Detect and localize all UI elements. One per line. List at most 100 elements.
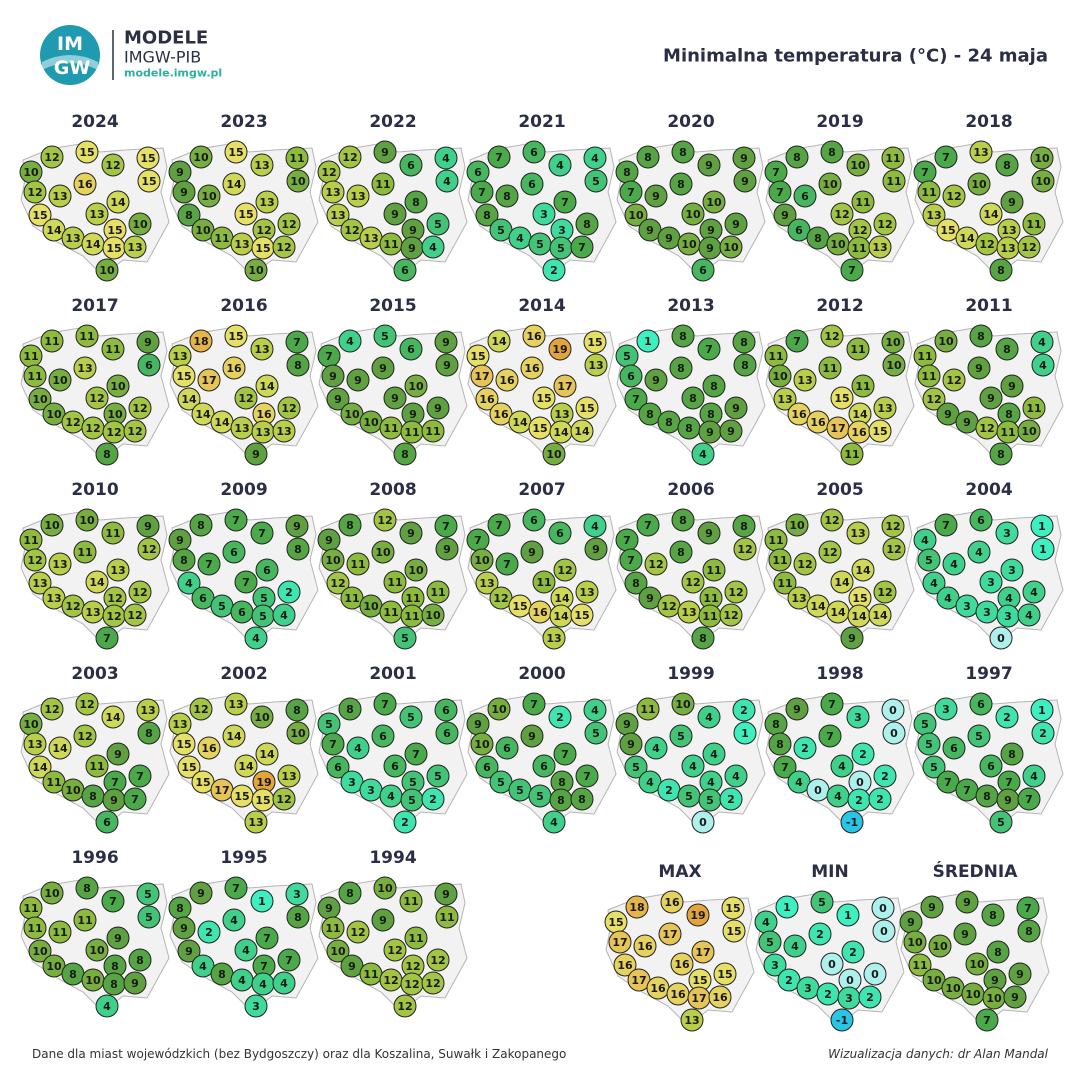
footer-credit: Wizualizacja danych: dr Alan Mandal xyxy=(828,1047,1049,1061)
city-value: 14 xyxy=(195,408,211,421)
city-marker xyxy=(702,558,726,582)
city-value: 12 xyxy=(256,224,271,237)
city-value: 13 xyxy=(850,527,865,540)
map-label: 2020 xyxy=(667,112,714,132)
city-marker xyxy=(75,140,99,164)
city-value: 13 xyxy=(248,816,263,829)
city-marker xyxy=(321,364,345,388)
city-value: 14 xyxy=(85,238,101,251)
city-marker xyxy=(234,938,258,962)
city-value: 6 xyxy=(950,742,958,755)
city-marker xyxy=(608,930,632,954)
city-value: 6 xyxy=(407,159,415,172)
city-marker xyxy=(224,324,248,348)
map-label: 2000 xyxy=(518,664,565,684)
city-value: 14 xyxy=(259,380,275,393)
city-marker xyxy=(85,754,109,778)
city-marker xyxy=(981,903,1005,927)
city-value: 16 xyxy=(256,408,272,421)
city-marker xyxy=(435,721,459,745)
city-value: 4 xyxy=(280,977,288,990)
city-value: 8 xyxy=(145,727,153,740)
city-value: 9 xyxy=(197,887,205,900)
city-value: 15 xyxy=(32,209,47,222)
city-value: 6 xyxy=(401,264,409,277)
city-value: 12 xyxy=(946,374,961,387)
city-value: 4 xyxy=(556,159,564,172)
city-marker xyxy=(846,705,870,729)
city-marker xyxy=(868,603,892,627)
city-value: 12 xyxy=(834,208,849,221)
city-value: 7 xyxy=(381,698,389,711)
city-marker xyxy=(128,764,152,788)
city-marker xyxy=(548,521,572,545)
city-value: 14 xyxy=(852,408,868,421)
city-marker xyxy=(532,202,556,226)
logo-wave xyxy=(42,55,98,70)
city-marker xyxy=(732,514,756,538)
city-marker xyxy=(846,521,870,545)
city-value: 2 xyxy=(855,794,863,807)
city-value: 10 xyxy=(408,564,424,577)
city-marker xyxy=(670,952,694,976)
city-marker xyxy=(830,1008,854,1032)
city-value: 16 xyxy=(712,991,728,1004)
city-marker xyxy=(871,896,895,920)
city-marker xyxy=(681,754,705,778)
city-value: 8 xyxy=(197,519,205,532)
city-value: 3 xyxy=(942,703,950,716)
city-value: 10 xyxy=(926,974,942,987)
city-value: 7 xyxy=(942,519,950,532)
city-value: 15 xyxy=(852,592,867,605)
city-value: 12 xyxy=(193,703,208,716)
city-marker xyxy=(722,919,746,943)
city-value: 13 xyxy=(684,1014,699,1027)
city-marker xyxy=(495,736,519,760)
city-value: 6 xyxy=(556,527,564,540)
city-marker xyxy=(553,374,577,398)
city-value: 11 xyxy=(77,914,92,927)
city-value: 7 xyxy=(627,554,635,567)
city-marker xyxy=(975,1008,999,1032)
city-marker xyxy=(435,169,459,193)
city-marker xyxy=(1031,169,1055,193)
city-marker xyxy=(421,235,445,259)
city-marker xyxy=(255,926,279,950)
city-value: 14 xyxy=(851,610,867,623)
city-value: 5 xyxy=(409,776,417,789)
city-value: 11 xyxy=(851,242,866,255)
city-marker xyxy=(584,537,608,561)
city-marker xyxy=(721,896,745,920)
city-value: 3 xyxy=(963,600,971,613)
city-value: 12 xyxy=(493,592,508,605)
city-value: 9 xyxy=(740,152,748,165)
city-value: 10 xyxy=(375,546,391,559)
city-value: 5 xyxy=(975,730,983,743)
city-marker xyxy=(272,235,296,259)
city-marker xyxy=(713,962,737,986)
city-value: 2 xyxy=(285,586,293,599)
city-value: 4 xyxy=(387,790,395,803)
city-marker xyxy=(48,920,72,944)
city-value: 16 xyxy=(532,606,548,619)
city-value: 9 xyxy=(706,242,714,255)
city-value: 10 xyxy=(675,698,691,711)
city-value: 9 xyxy=(732,218,740,231)
city-marker xyxy=(840,258,864,282)
city-value: 7 xyxy=(644,519,652,532)
city-value: 9 xyxy=(975,362,983,375)
city-value: 3 xyxy=(845,992,853,1005)
city-value: 9 xyxy=(114,932,122,945)
city-marker xyxy=(73,540,97,564)
city-marker xyxy=(234,386,258,410)
city-marker xyxy=(286,721,310,745)
city-value: 7 xyxy=(793,335,801,348)
city-value: 10 xyxy=(706,196,722,209)
city-marker xyxy=(383,754,407,778)
city-value: 5 xyxy=(536,238,544,251)
city-marker xyxy=(137,721,161,745)
